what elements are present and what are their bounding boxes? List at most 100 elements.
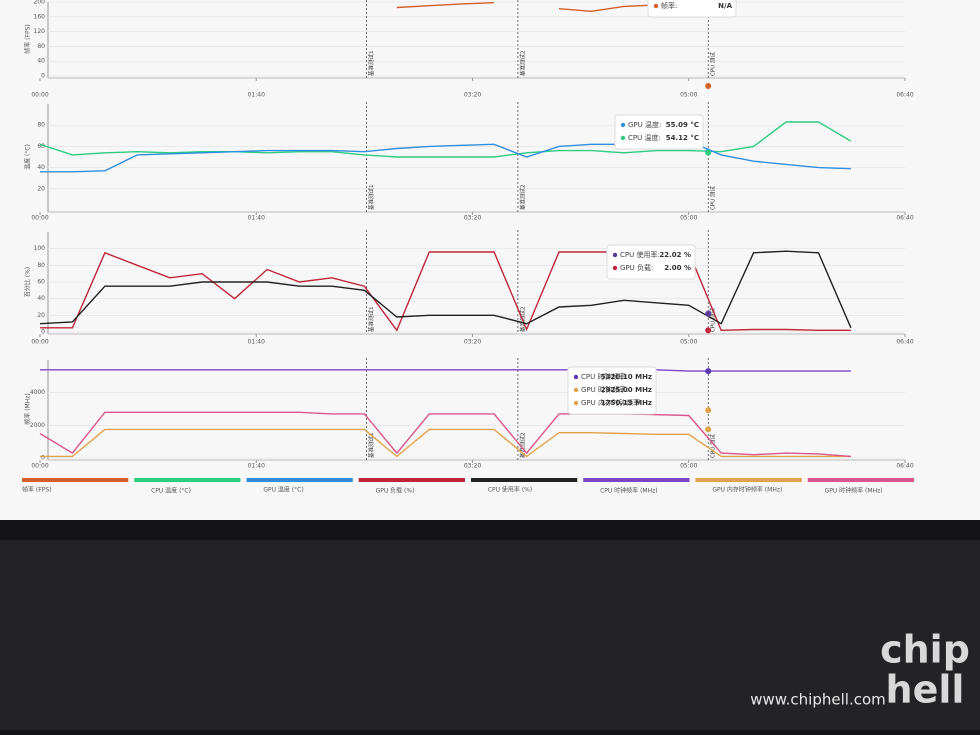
x-tick-label: 05:00 bbox=[680, 215, 697, 222]
tooltip-label: GPU 负载: bbox=[620, 263, 653, 272]
tooltip-value: 2925.00 MHz bbox=[601, 386, 652, 394]
series-line bbox=[40, 140, 851, 173]
x-tick-label: 00:00 bbox=[31, 463, 48, 470]
cursor-point bbox=[705, 83, 712, 89]
y-tick-label: 100 bbox=[34, 245, 46, 252]
x-tick-label: 06:40 bbox=[896, 215, 913, 222]
tooltip-box bbox=[567, 366, 657, 415]
series-line bbox=[39, 121, 852, 158]
legend-label[interactable]: GPU 温度 (°C) bbox=[263, 486, 303, 494]
x-tick-label: 06:40 bbox=[896, 92, 913, 99]
marker-label: CPU 测试 bbox=[709, 308, 717, 332]
cursor-point bbox=[705, 149, 712, 156]
desk bbox=[0, 540, 980, 730]
x-tick-label: 05:00 bbox=[680, 463, 697, 470]
y-tick-label: 120 bbox=[34, 28, 46, 35]
tooltip-bullet bbox=[620, 135, 626, 141]
tooltip-bullet bbox=[653, 3, 659, 9]
legend-swatch[interactable] bbox=[583, 478, 690, 482]
tooltip-bullet bbox=[573, 387, 579, 393]
legend-swatch[interactable] bbox=[22, 478, 129, 482]
y-tick-label: 20 bbox=[37, 312, 45, 319]
cursor-point bbox=[705, 327, 712, 334]
tooltip: CPU 使用率: 22.02 % GPU 负载: 2.00 % bbox=[606, 244, 696, 280]
y-tick-label: 40 bbox=[37, 58, 45, 65]
y-tick-label: 80 bbox=[37, 43, 45, 50]
tooltip-value: 22.02 % bbox=[659, 251, 691, 259]
x-tick-label: 03:20 bbox=[464, 463, 481, 470]
legend-swatch[interactable] bbox=[246, 478, 353, 482]
legend-label[interactable]: 帧率 (FPS) bbox=[22, 486, 51, 494]
tooltip-value: 54.12 °C bbox=[666, 134, 699, 142]
y-tick-label: 200 bbox=[34, 0, 46, 6]
tooltip-box bbox=[647, 0, 737, 18]
tooltip-label: GPU 时钟频率: bbox=[581, 385, 628, 394]
y-tick-label: 20 bbox=[37, 185, 45, 192]
legend-label[interactable]: GPU 时钟频率 (MHz) bbox=[825, 487, 883, 495]
y-tick-label: 80 bbox=[37, 262, 45, 269]
tooltip-bullet bbox=[612, 265, 618, 271]
x-tick-label: 03:20 bbox=[464, 215, 481, 222]
legend-swatch[interactable] bbox=[134, 478, 241, 482]
x-tick-label: 06:40 bbox=[896, 339, 913, 346]
y-tick-label: 4000 bbox=[30, 389, 45, 396]
x-tick-label: 01:40 bbox=[248, 215, 265, 222]
x-tick-label: 01:40 bbox=[248, 339, 265, 346]
tooltip-bullet bbox=[573, 374, 579, 380]
tooltip: CPU 时钟频率:5320.10 MHz GPU 时钟频率:2925.00 MHz… bbox=[567, 366, 657, 415]
marker-label: 基准测试1 bbox=[367, 51, 375, 77]
legend-label[interactable]: GPU 内存时钟频率 (MHz) bbox=[712, 486, 782, 494]
tooltip-label: GPU 内存时钟频率: bbox=[581, 398, 642, 407]
legend-swatch[interactable] bbox=[358, 478, 465, 482]
y-tick-label: 80 bbox=[37, 122, 45, 129]
x-tick-label: 03:20 bbox=[464, 339, 481, 346]
watermark-logo: hell bbox=[886, 668, 965, 712]
tooltip-label: 帧率: bbox=[661, 1, 677, 10]
y-axis-label: 频率 (MHz) bbox=[24, 393, 32, 424]
watermark-logo: chip bbox=[880, 628, 970, 672]
tooltip-label: GPU 温度: bbox=[628, 120, 661, 129]
x-tick-label: 00:00 bbox=[31, 92, 48, 99]
cursor-point bbox=[705, 426, 712, 433]
tooltip-bullet bbox=[620, 122, 626, 128]
y-tick-label: 60 bbox=[37, 143, 45, 150]
cursor-point bbox=[705, 407, 712, 414]
marker-label: CPU 测试 bbox=[709, 186, 717, 210]
legend-swatch[interactable] bbox=[807, 478, 914, 482]
y-tick-label: 60 bbox=[37, 279, 45, 286]
monitor-screen bbox=[0, 0, 980, 520]
legend-label[interactable]: CPU 时钟频率 (MHz) bbox=[600, 487, 658, 495]
legend-swatch[interactable] bbox=[471, 478, 578, 482]
marker-label: CPU 测试 bbox=[709, 52, 717, 76]
marker-label: CPU 测试 bbox=[709, 434, 717, 458]
x-tick-label: 05:00 bbox=[680, 92, 697, 99]
series-line bbox=[39, 250, 852, 329]
legend-label[interactable]: CPU 温度 (°C) bbox=[151, 487, 191, 495]
marker-label: 基准测试1 bbox=[367, 433, 375, 459]
tooltip-value: N/A bbox=[718, 2, 732, 10]
cursor-point bbox=[705, 310, 712, 317]
marker-label: 基准测试1 bbox=[367, 307, 375, 333]
legend-label[interactable]: GPU 负载 (%) bbox=[376, 487, 415, 495]
legend-swatch[interactable] bbox=[695, 478, 802, 482]
x-tick-label: 00:00 bbox=[31, 339, 48, 346]
y-tick-label: 40 bbox=[37, 164, 45, 171]
tooltip-label: CPU 使用率: bbox=[620, 250, 660, 259]
y-tick-label: 0 bbox=[41, 455, 45, 462]
tooltip-value: 5320.10 MHz bbox=[601, 373, 652, 381]
series-line bbox=[40, 369, 851, 372]
tooltip-box bbox=[614, 114, 704, 150]
marker-label: 基准测试2 bbox=[518, 185, 526, 211]
cursor-point bbox=[705, 368, 712, 375]
tooltip-bullet bbox=[612, 252, 618, 258]
y-tick-label: 2000 bbox=[30, 422, 45, 429]
watermark-url: www.chiphell.com bbox=[750, 691, 886, 709]
y-tick-label: 0 bbox=[41, 329, 45, 336]
tooltip-bullet bbox=[573, 400, 579, 406]
legend-label[interactable]: CPU 使用率 (%) bbox=[488, 486, 532, 494]
y-axis-label: 百分比 (%) bbox=[24, 267, 32, 297]
x-tick-label: 05:00 bbox=[680, 339, 697, 346]
x-tick-label: 03:20 bbox=[464, 92, 481, 99]
x-tick-label: 00:00 bbox=[31, 215, 48, 222]
